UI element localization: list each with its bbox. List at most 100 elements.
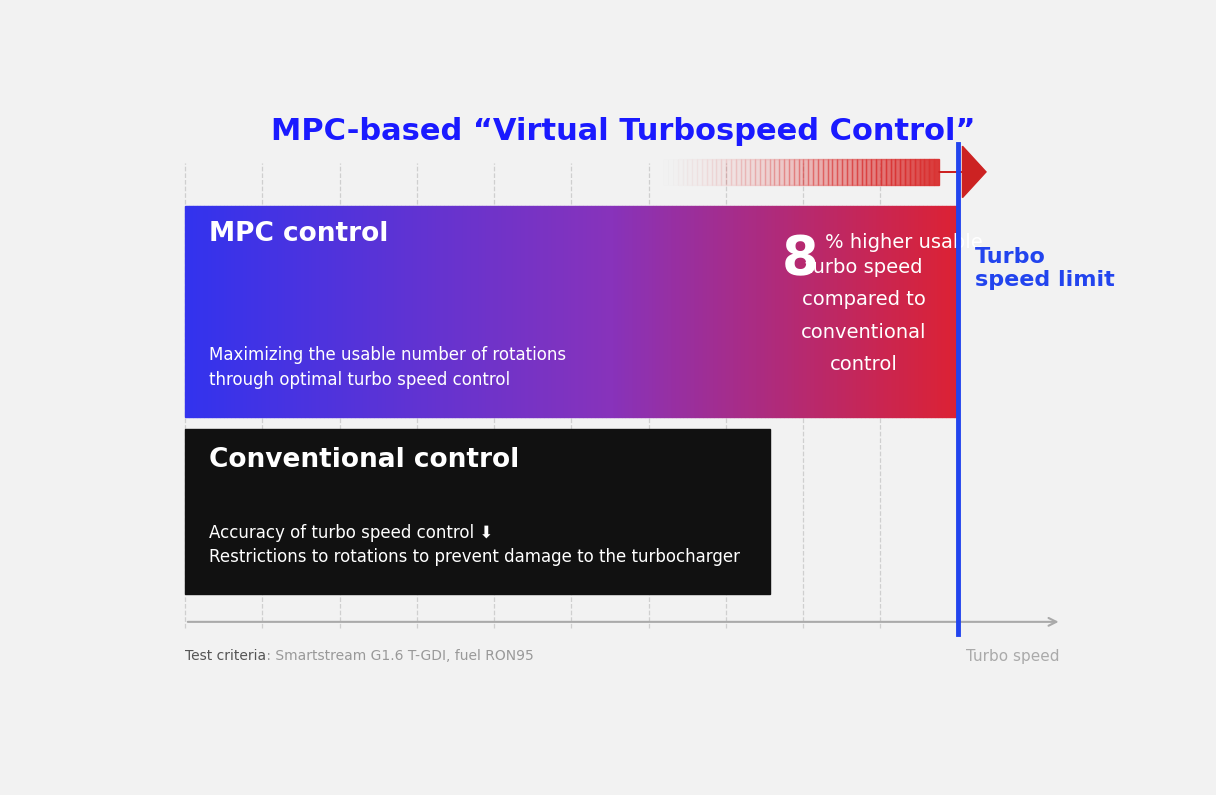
Bar <box>779 159 784 184</box>
Bar <box>873 206 877 417</box>
Bar <box>494 206 499 417</box>
Bar <box>653 206 657 417</box>
Bar <box>804 206 807 417</box>
Bar <box>474 206 479 417</box>
Bar <box>953 206 958 417</box>
Text: : Smartstream G1.6 T-GDI, fuel RON95: : Smartstream G1.6 T-GDI, fuel RON95 <box>263 650 534 663</box>
Bar <box>258 206 263 417</box>
Bar <box>568 206 572 417</box>
Bar <box>714 206 719 417</box>
Bar <box>911 206 916 417</box>
Text: Accuracy of turbo speed control ⬇: Accuracy of turbo speed control ⬇ <box>209 524 492 542</box>
Bar <box>328 206 332 417</box>
Bar <box>424 206 428 417</box>
Bar <box>794 159 799 184</box>
Text: 8: 8 <box>781 233 818 285</box>
Bar <box>760 159 765 184</box>
Bar <box>625 206 630 417</box>
Bar <box>903 206 907 417</box>
Bar <box>741 159 745 184</box>
Bar <box>545 206 548 417</box>
Bar <box>850 206 854 417</box>
Bar <box>823 159 828 184</box>
Bar <box>876 159 880 184</box>
Bar <box>736 159 741 184</box>
Bar <box>924 159 929 184</box>
Text: Turbo speed: Turbo speed <box>966 650 1059 665</box>
Bar <box>779 206 784 417</box>
Bar <box>385 206 390 417</box>
Bar <box>336 206 339 417</box>
Bar <box>726 159 731 184</box>
Bar <box>286 206 289 417</box>
Bar <box>914 159 919 184</box>
Bar <box>208 206 212 417</box>
Bar <box>490 206 494 417</box>
Bar <box>784 159 789 184</box>
Bar <box>447 206 451 417</box>
Bar <box>765 206 769 417</box>
Bar <box>282 206 286 417</box>
Bar <box>405 206 409 417</box>
Bar <box>185 429 770 595</box>
Bar <box>663 159 668 184</box>
Bar <box>792 206 795 417</box>
Bar <box>224 206 227 417</box>
Bar <box>201 206 204 417</box>
Bar <box>440 206 444 417</box>
Bar <box>885 159 890 184</box>
Bar <box>366 206 371 417</box>
Bar <box>726 206 730 417</box>
Bar <box>668 159 672 184</box>
Bar <box>467 206 471 417</box>
Bar <box>719 206 722 417</box>
Bar <box>854 206 857 417</box>
Bar <box>838 206 841 417</box>
Bar <box>745 159 750 184</box>
FancyArrow shape <box>939 146 986 198</box>
Bar <box>769 206 772 417</box>
Bar <box>733 206 738 417</box>
Bar <box>355 206 359 417</box>
Bar <box>556 206 559 417</box>
Bar <box>815 206 818 417</box>
Bar <box>630 206 634 417</box>
Bar <box>677 159 682 184</box>
Bar <box>888 206 893 417</box>
Bar <box>595 206 598 417</box>
Bar <box>204 206 208 417</box>
Bar <box>900 159 905 184</box>
Bar <box>834 206 838 417</box>
Bar <box>529 206 533 417</box>
Bar <box>390 206 394 417</box>
Bar <box>865 206 869 417</box>
Bar <box>274 206 277 417</box>
Bar <box>401 206 405 417</box>
Bar <box>895 159 900 184</box>
Bar <box>451 206 456 417</box>
Bar <box>880 206 884 417</box>
Bar <box>756 206 761 417</box>
Bar <box>702 159 706 184</box>
Bar <box>254 206 258 417</box>
Bar <box>880 159 885 184</box>
Bar <box>795 206 799 417</box>
Bar <box>212 206 216 417</box>
Bar <box>305 206 309 417</box>
Bar <box>668 206 671 417</box>
Bar <box>890 159 895 184</box>
Bar <box>706 159 711 184</box>
Bar <box>775 159 779 184</box>
Bar <box>398 206 401 417</box>
Bar <box>375 206 378 417</box>
Bar <box>479 206 483 417</box>
Bar <box>877 206 880 417</box>
Bar <box>522 206 525 417</box>
Bar <box>807 206 811 417</box>
Bar <box>900 206 903 417</box>
Bar <box>934 159 939 184</box>
Bar <box>923 206 927 417</box>
Bar <box>716 159 721 184</box>
Bar <box>653 159 658 184</box>
Bar <box>309 206 313 417</box>
